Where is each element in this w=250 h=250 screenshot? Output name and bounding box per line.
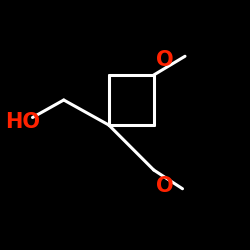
Text: O: O [156,176,174,196]
Text: HO: HO [5,112,40,132]
Text: O: O [156,50,174,70]
